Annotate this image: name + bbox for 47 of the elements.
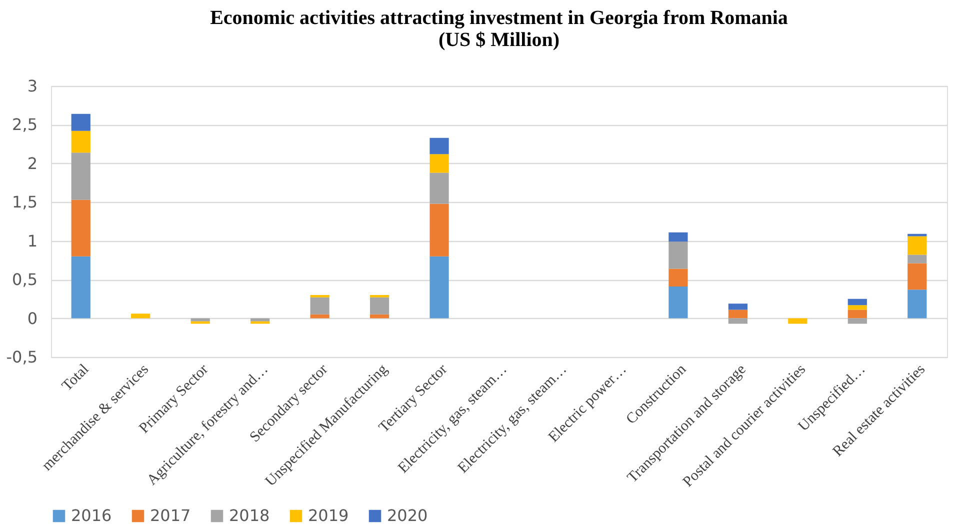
y-tick-label: 0,5 [12,270,38,290]
bar [370,297,390,314]
y-tick-label: -0,5 [6,348,38,366]
chart-title: Economic activities attracting investment in Georgia from Romania (US $ Million) [210,7,788,51]
bar [848,310,867,318]
bar [71,256,90,318]
y-tick-label: 3 [27,76,38,96]
bar [728,310,748,318]
bar [430,256,449,318]
bar [71,200,90,256]
bar [310,297,330,314]
bar [728,318,748,324]
y-tick-label: 1,5 [12,192,38,212]
y-tick-label: 2,5 [12,115,38,134]
bar [848,298,867,306]
legend-label: 2020 [387,506,428,525]
bar [370,314,390,318]
bar [71,152,90,200]
bar [71,130,90,153]
bar [131,314,150,318]
legend-label: 2019 [308,506,349,525]
bar [310,314,330,318]
bar [71,114,90,131]
bar [788,318,808,324]
legend-label: 2017 [150,506,191,525]
legend-label: 2018 [229,506,270,525]
y-tick-label: 1 [27,231,38,250]
bar [848,305,867,310]
bar [848,318,867,324]
bar [668,232,688,242]
bar [430,204,449,256]
bar [908,263,927,290]
bar [190,318,210,322]
bar [728,304,748,310]
bar [430,154,449,173]
bar [908,254,927,264]
bar [908,290,927,318]
bar [430,172,449,204]
legend-label: 2016 [71,506,112,525]
bar [430,138,449,154]
y-tick-label: 2 [27,154,38,173]
bar [668,268,688,287]
bar [668,242,688,269]
y-tick-label: 0 [27,308,38,328]
bar [250,318,270,322]
bar [908,236,927,255]
bar [668,286,688,318]
